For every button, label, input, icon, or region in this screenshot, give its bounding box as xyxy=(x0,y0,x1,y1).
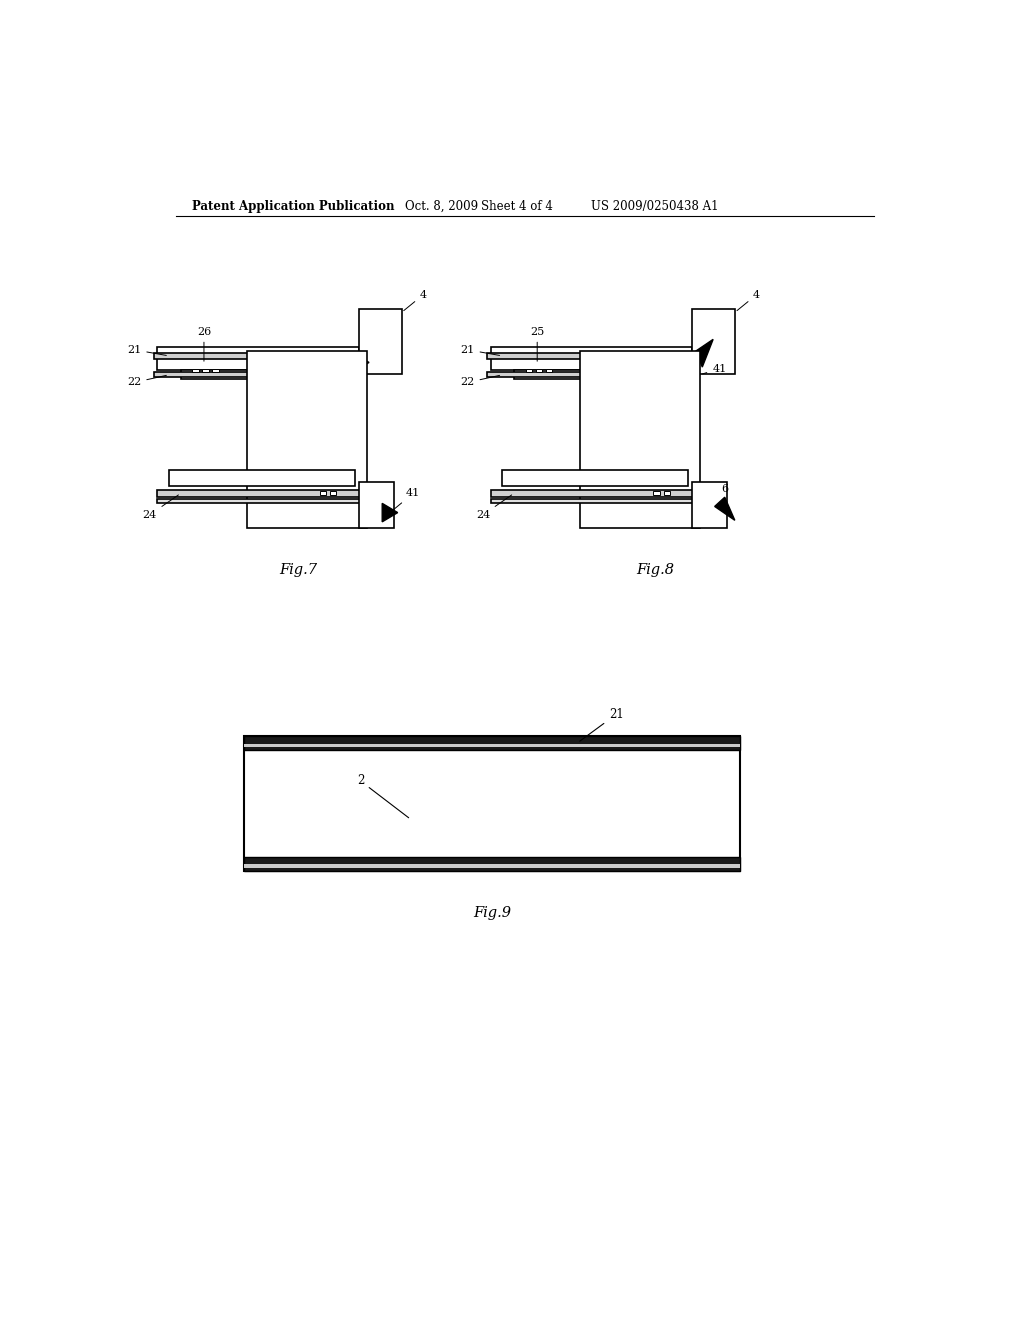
Text: Sheet 4 of 4: Sheet 4 of 4 xyxy=(480,199,553,213)
Bar xyxy=(321,491,327,495)
Text: US 2009/0250438 A1: US 2009/0250438 A1 xyxy=(592,199,719,213)
Text: 24: 24 xyxy=(142,495,178,520)
Bar xyxy=(359,309,401,374)
Bar xyxy=(486,354,696,359)
Text: Fig.7: Fig.7 xyxy=(280,564,317,577)
Bar xyxy=(193,368,199,372)
Bar xyxy=(245,737,740,750)
Bar xyxy=(692,482,727,528)
Bar xyxy=(247,351,367,528)
Text: 21: 21 xyxy=(127,345,166,355)
Text: 4: 4 xyxy=(403,289,427,310)
Text: 22: 22 xyxy=(127,375,166,388)
Bar xyxy=(546,368,552,372)
Bar xyxy=(490,490,700,498)
Bar xyxy=(203,368,209,372)
Bar xyxy=(158,490,367,498)
Bar xyxy=(180,370,359,379)
Text: 26: 26 xyxy=(197,326,211,362)
Text: 24: 24 xyxy=(476,495,512,520)
Bar xyxy=(154,354,362,359)
Bar xyxy=(664,491,670,495)
FancyBboxPatch shape xyxy=(490,347,692,370)
Polygon shape xyxy=(715,498,735,520)
Bar xyxy=(154,372,362,378)
Text: Patent Application Publication: Patent Application Publication xyxy=(191,199,394,213)
Bar xyxy=(212,368,219,372)
Bar xyxy=(359,482,394,528)
Bar xyxy=(514,370,692,379)
Bar xyxy=(158,499,367,503)
Text: Oct. 8, 2009: Oct. 8, 2009 xyxy=(406,199,478,213)
Text: 41: 41 xyxy=(392,488,420,511)
Text: 2: 2 xyxy=(356,775,409,818)
Polygon shape xyxy=(696,339,713,367)
Bar xyxy=(536,368,542,372)
Bar xyxy=(525,368,531,372)
Text: 41: 41 xyxy=(702,363,726,374)
Bar xyxy=(692,309,735,374)
Bar xyxy=(169,470,355,486)
Bar xyxy=(245,743,740,747)
Bar xyxy=(245,865,740,867)
Bar xyxy=(245,857,740,871)
Text: 21: 21 xyxy=(461,345,500,355)
Bar xyxy=(486,372,696,378)
Bar xyxy=(580,351,700,528)
Text: 22: 22 xyxy=(461,375,500,388)
Polygon shape xyxy=(382,503,397,521)
Bar xyxy=(503,470,688,486)
Bar xyxy=(331,491,337,495)
Text: 6: 6 xyxy=(721,484,728,511)
Polygon shape xyxy=(353,354,369,372)
Bar xyxy=(653,491,659,495)
Bar xyxy=(245,737,740,871)
Text: 21: 21 xyxy=(580,708,624,742)
Text: Fig.9: Fig.9 xyxy=(473,906,511,920)
FancyBboxPatch shape xyxy=(158,347,359,370)
Text: Fig.8: Fig.8 xyxy=(636,564,674,577)
Bar xyxy=(490,499,700,503)
Text: 25: 25 xyxy=(530,326,545,362)
Text: 4: 4 xyxy=(737,289,760,310)
